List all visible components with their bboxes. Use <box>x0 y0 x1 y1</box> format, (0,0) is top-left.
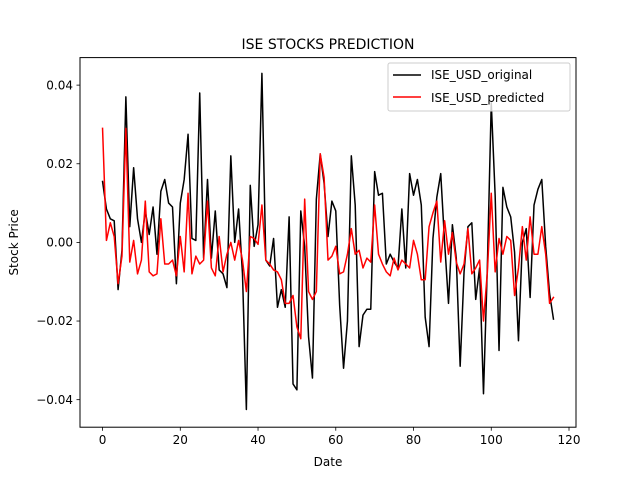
x-axis: 0 20 40 60 80 100 120 <box>99 427 581 447</box>
x-axis-title: Date <box>314 455 343 469</box>
y-tick-label: −0.02 <box>36 314 73 328</box>
y-tick-label: 0.04 <box>46 78 73 92</box>
chart-title: ISE STOCKS PREDICTION <box>242 37 415 53</box>
y-axis: −0.04 −0.02 0.00 0.02 0.04 <box>36 78 80 407</box>
plot-area <box>79 57 577 428</box>
y-axis-title: Stock Price <box>7 209 21 275</box>
series-line-predicted <box>101 127 555 340</box>
y-tick-label: 0.02 <box>46 157 73 171</box>
x-tick-label: 0 <box>99 433 107 447</box>
legend-box <box>387 62 571 112</box>
legend: ISE_USD_original ISE_USD_predicted <box>387 62 571 112</box>
x-tick-label: 120 <box>558 433 581 447</box>
x-tick-label: 60 <box>328 433 343 447</box>
series-layer <box>101 72 555 411</box>
legend-label-original: ISE_USD_original <box>431 68 532 82</box>
x-tick-label: 80 <box>406 433 421 447</box>
x-tick-label: 100 <box>480 433 503 447</box>
x-tick-label: 40 <box>250 433 265 447</box>
y-tick-label: −0.04 <box>36 393 73 407</box>
x-tick-label: 20 <box>173 433 188 447</box>
y-tick-label: 0.00 <box>46 236 73 250</box>
legend-label-predicted: ISE_USD_predicted <box>431 91 544 105</box>
